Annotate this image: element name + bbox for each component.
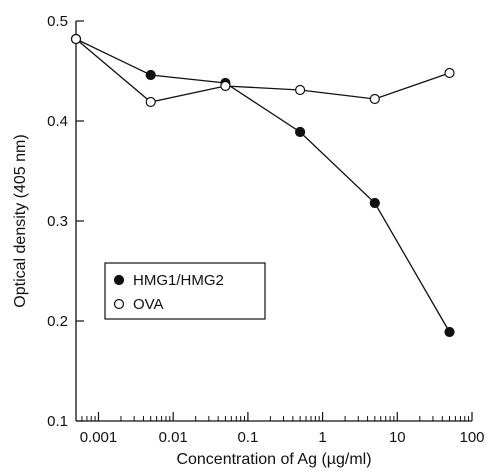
y-ticks: 0.1 0.2 0.3 0.4 0.5 [47, 13, 84, 430]
x-tick-label: 0.001 [80, 429, 118, 446]
y-tick-label: 0.3 [47, 213, 68, 230]
legend-label-ova: OVA [133, 296, 164, 313]
y-tick-label: 0.4 [47, 113, 68, 130]
x-tick-label: 0.01 [159, 429, 188, 446]
data-point-series-1 [369, 93, 380, 105]
x-tick-label: 10 [389, 429, 406, 446]
data-point-series-0 [369, 197, 380, 209]
y-axis-label: Optical density (405 nm) [12, 134, 29, 307]
data-point-series-0 [145, 69, 156, 81]
series-line-0 [75, 38, 451, 333]
series-points [70, 33, 455, 338]
x-tick-label: 100 [459, 429, 484, 446]
legend-marker-hmg [113, 274, 125, 286]
data-point-series-1 [444, 67, 455, 79]
series-lines [75, 38, 451, 333]
axes [75, 21, 472, 422]
legend-label-hmg: HMG1/HMG2 [133, 272, 224, 289]
y-tick-label: 0.5 [47, 13, 68, 30]
data-point-series-1 [220, 80, 231, 92]
x-axis-label: Concentration of Ag (µg/ml) [176, 451, 371, 468]
data-point-series-1 [70, 33, 82, 45]
data-point-series-1 [295, 84, 306, 96]
legend-box [104, 262, 266, 320]
data-point-series-0 [295, 126, 306, 138]
x-ticks: 0.001 0.01 0.1 1 10 100 [75, 412, 485, 446]
x-tick-label: 1 [318, 429, 326, 446]
y-tick-label: 0.1 [47, 413, 68, 430]
legend: HMG1/HMG2 OVA [104, 262, 266, 320]
data-point-series-0 [444, 326, 455, 338]
y-tick-label: 0.2 [47, 313, 68, 330]
series-line-1 [75, 38, 450, 103]
x-tick-label: 0.1 [237, 429, 258, 446]
data-point-series-1 [145, 96, 156, 108]
legend-marker-ova [113, 298, 125, 310]
